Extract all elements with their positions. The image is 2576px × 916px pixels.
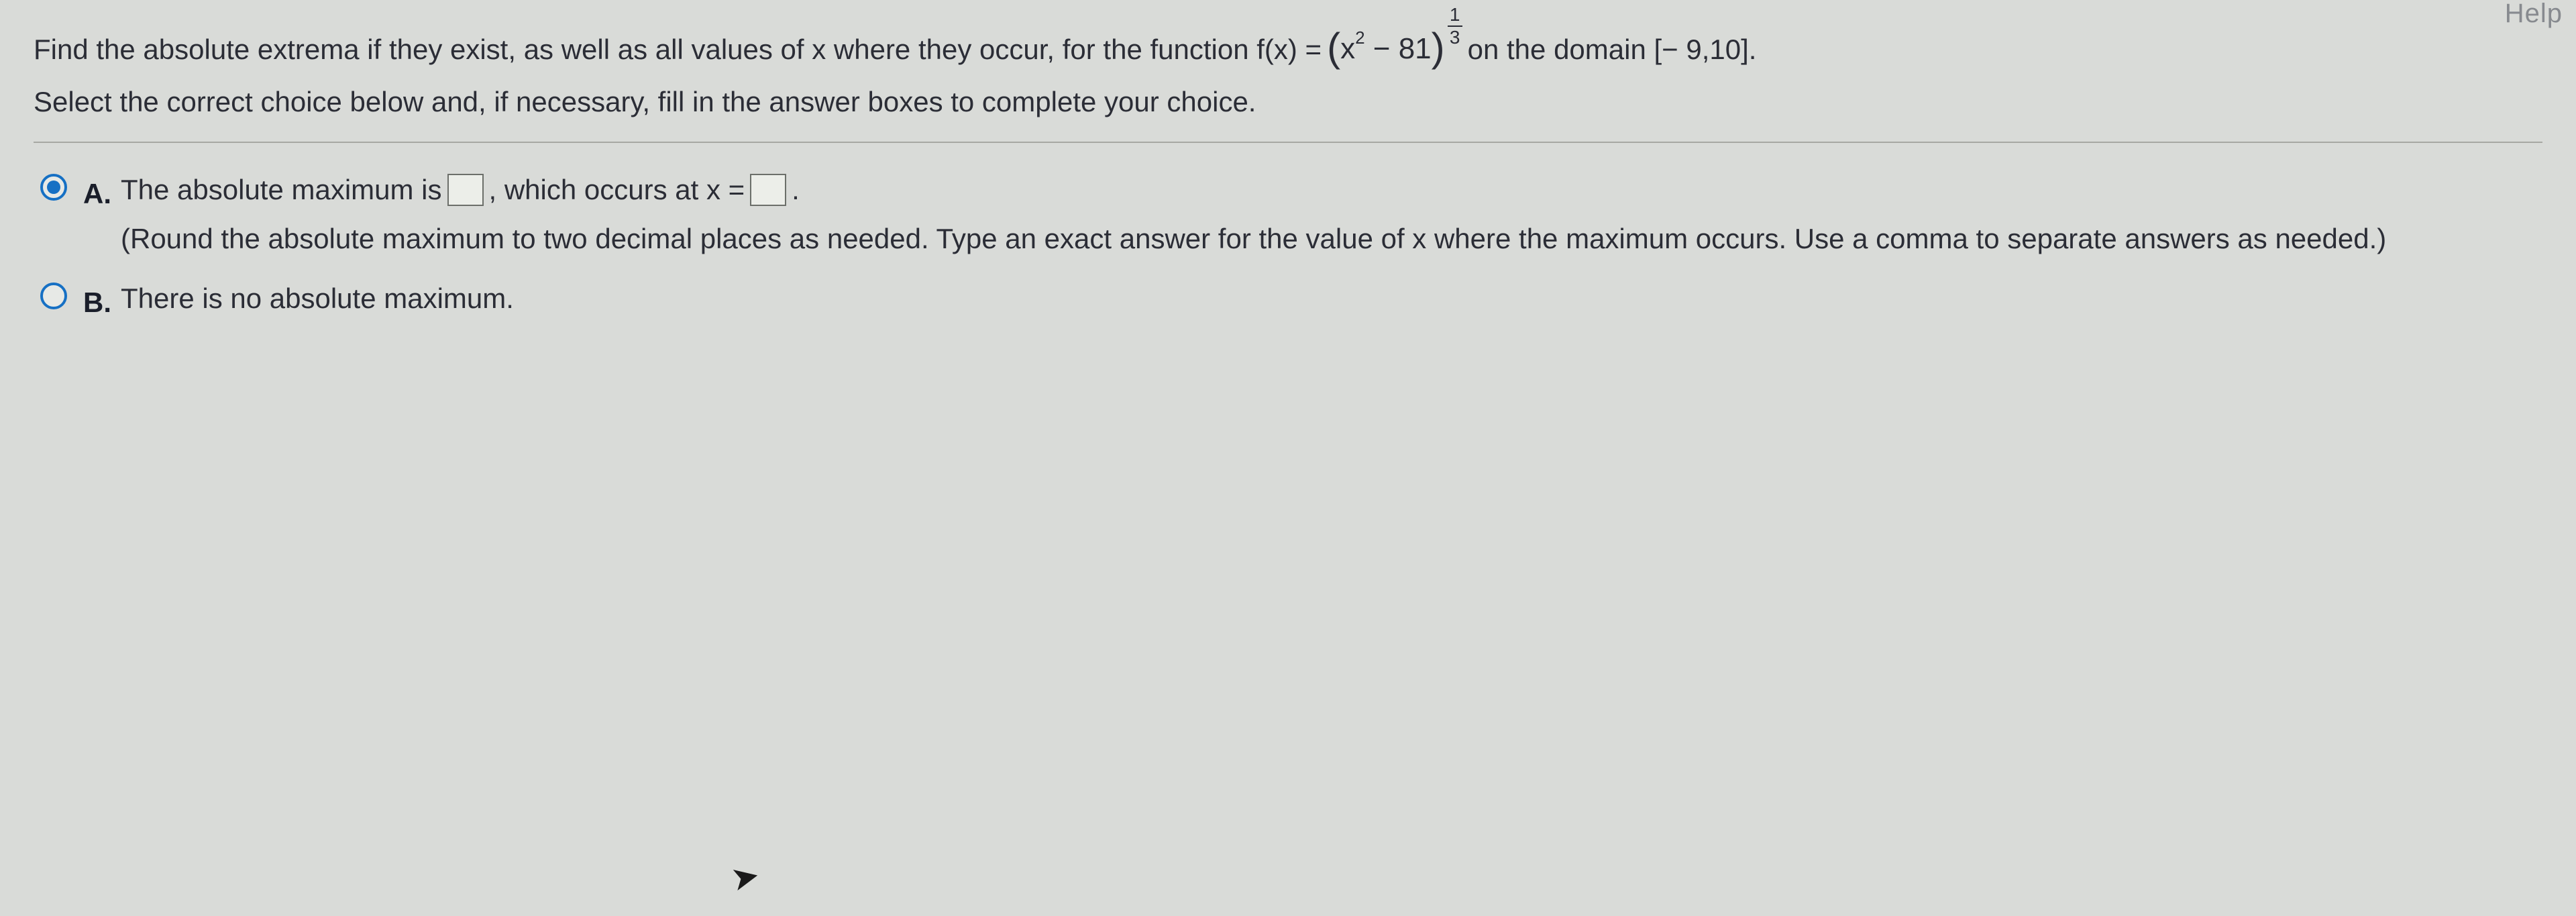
cursor-icon: ➤ — [727, 850, 765, 905]
question-help-stub: Help — [2505, 0, 2563, 34]
x-value-input[interactable] — [750, 174, 786, 206]
choice-a-seg2: , which occurs at x = — [489, 168, 745, 211]
choice-a-seg3: . — [792, 168, 800, 211]
choice-a-hint: (Round the absolute maximum to two decim… — [121, 217, 2536, 260]
exponent-numerator: 1 — [1450, 5, 1460, 26]
question-instruction: Select the correct choice below and, if … — [34, 81, 2542, 123]
question-statement: Find the absolute extrema if they exist,… — [34, 27, 2542, 71]
choice-a-seg1: The absolute maximum is — [121, 168, 442, 211]
choices-group: A. The absolute maximum is , which occur… — [34, 143, 2542, 348]
exponent-one-third: 1 3 — [1448, 5, 1462, 47]
choice-a-body: The absolute maximum is , which occurs a… — [121, 168, 2536, 260]
choice-b-row: B. There is no absolute maximum. — [40, 277, 2536, 323]
inner-expression: x2 − 81 — [1340, 27, 1432, 71]
choice-b-text: There is no absolute maximum. — [121, 283, 514, 314]
choice-b-label: B. — [67, 281, 121, 323]
radio-selected-dot — [47, 181, 60, 194]
minus-81: − 81 — [1365, 32, 1432, 65]
left-paren: ( — [1327, 28, 1340, 68]
exponent-2: 2 — [1355, 28, 1364, 48]
function-expression: ( x2 − 81 ) 1 3 — [1327, 27, 1462, 71]
right-paren: ) — [1432, 28, 1445, 68]
choice-a-radio[interactable] — [40, 174, 67, 201]
choice-a-label: A. — [67, 172, 121, 215]
choice-b-radio[interactable] — [40, 283, 67, 309]
choice-a-statement: The absolute maximum is , which occurs a… — [121, 168, 2536, 211]
variable-x: x — [1340, 32, 1355, 65]
question-post-text: on the domain [− 9,10]. — [1468, 28, 1757, 70]
choice-b-body: There is no absolute maximum. — [121, 277, 2536, 319]
question-area: Find the absolute extrema if they exist,… — [34, 27, 2542, 143]
question-pre-text: Find the absolute extrema if they exist,… — [34, 28, 1322, 70]
exponent-denominator: 3 — [1450, 27, 1460, 47]
choice-a-row: A. The absolute maximum is , which occur… — [40, 168, 2536, 260]
absolute-maximum-input[interactable] — [447, 174, 484, 206]
